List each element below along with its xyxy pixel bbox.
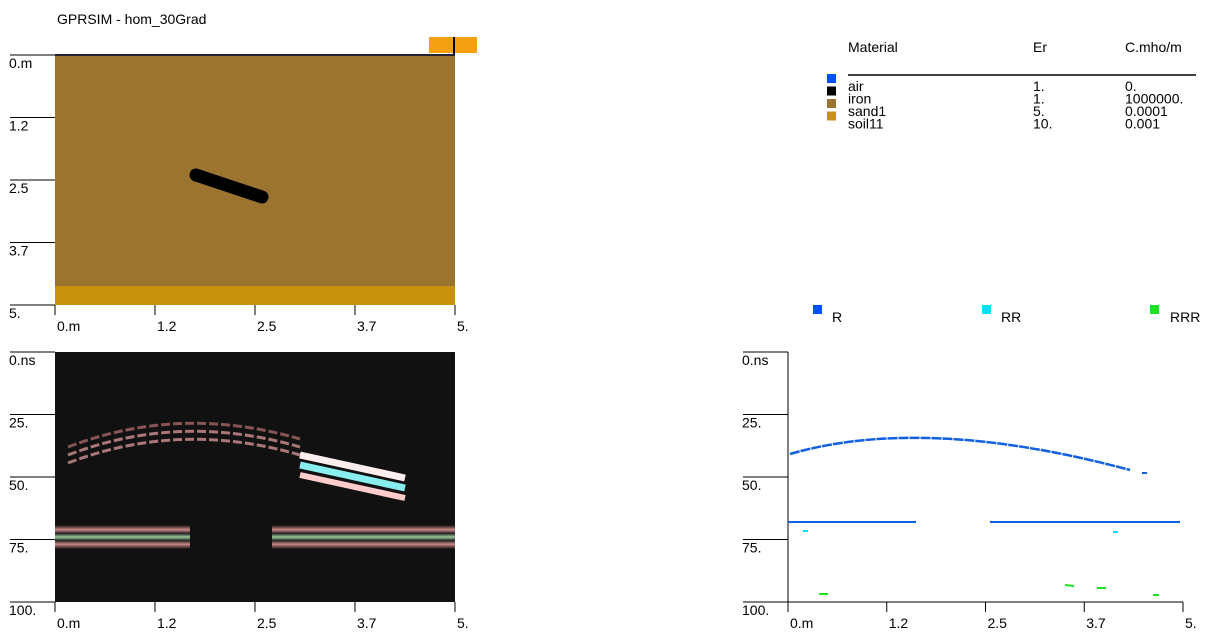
r-picks: [790, 438, 1130, 470]
y-tick-label: 75.: [742, 540, 761, 556]
table-header: C.mho/m: [1125, 39, 1182, 55]
table-header: Material: [848, 39, 898, 55]
x-tick-label: 5.: [457, 318, 469, 334]
x-tick-label: 0.m: [57, 615, 80, 631]
x-tick-label: 5.: [457, 615, 469, 631]
y-tick-label: 0.m: [9, 55, 32, 71]
x-tick-label: 1.2: [157, 318, 177, 334]
x-tick-label: 0.m: [57, 318, 80, 334]
table-cell: 0.001: [1125, 116, 1160, 132]
x-tick-label: 3.7: [357, 615, 377, 631]
x-tick-label: 2.5: [257, 318, 277, 334]
layer-reflection: [55, 525, 190, 549]
x-tick-label: 3.7: [1086, 615, 1106, 631]
table-header: Er: [1033, 39, 1047, 55]
y-tick-label: 50.: [9, 477, 28, 493]
table-cell: 10.: [1033, 116, 1052, 132]
y-tick-label: 50.: [742, 477, 761, 493]
y-tick-label: 100.: [742, 602, 769, 618]
layer-reflection: [272, 525, 455, 549]
legend-swatch: [1150, 305, 1159, 314]
soil-layer: [55, 286, 455, 305]
material-swatch: [827, 99, 836, 108]
app-title: GPRSIM - hom_30Grad: [57, 11, 206, 27]
y-tick-label: 75.: [9, 540, 28, 556]
y-tick-label: 25.: [742, 415, 761, 431]
rrr-picks: [1065, 585, 1074, 586]
y-tick-label: 0.ns: [742, 352, 768, 368]
screen: GPRSIM - hom_30Grad 0.m 1.2 2.5 3.7 5. 0.m 1.2…: [0, 0, 1220, 635]
table-cell: soil11: [848, 116, 884, 132]
material-swatch: [827, 87, 836, 96]
y-tick-label: 3.7: [9, 243, 29, 259]
x-tick-label: 0.m: [790, 615, 813, 631]
x-tick-label: 3.7: [357, 318, 377, 334]
x-tick-label: 1.2: [889, 615, 909, 631]
x-tick-label: 2.5: [257, 615, 277, 631]
legend-label: RR: [1001, 309, 1021, 325]
legend-swatch: [813, 305, 822, 314]
legend-label: R: [832, 309, 842, 325]
y-tick-label: 0.ns: [9, 352, 35, 368]
x-tick-label: 5.: [1185, 615, 1197, 631]
y-tick-label: 1.2: [9, 118, 29, 134]
sand-layer: [55, 55, 455, 305]
y-tick-label: 100.: [9, 602, 36, 618]
y-tick-label: 5.: [9, 305, 21, 321]
material-swatch: [827, 74, 836, 83]
legend-label: RRR: [1170, 309, 1200, 325]
x-tick-label: 2.5: [988, 615, 1008, 631]
y-tick-label: 25.: [9, 415, 28, 431]
material-swatch: [827, 112, 836, 121]
y-tick-label: 2.5: [9, 180, 29, 196]
x-tick-label: 1.2: [157, 615, 177, 631]
legend-swatch: [982, 305, 991, 314]
